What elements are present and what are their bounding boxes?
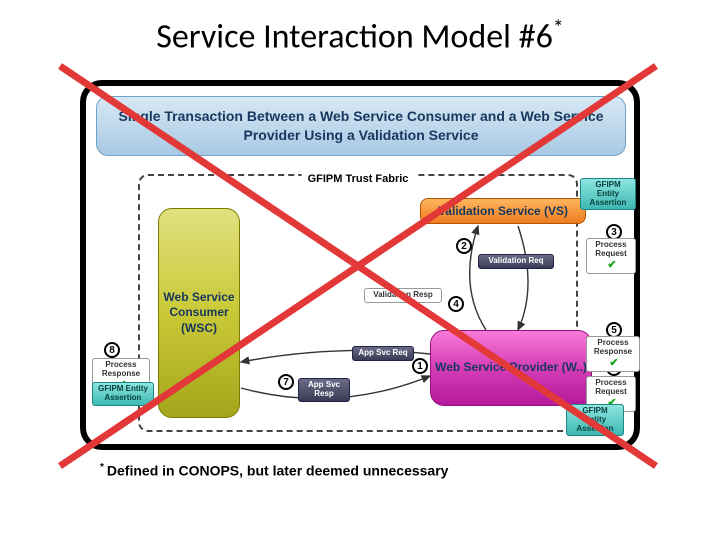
wsp-label: Web Service Provider (W..) <box>435 360 587 376</box>
tag-validation-req: Validation Req <box>478 254 554 269</box>
footnote-sup: * <box>100 462 104 473</box>
wsc-label: Web Service Consumer (WSC) <box>159 290 239 337</box>
num-4: 4 <box>448 296 464 312</box>
tag-app-svc-req: App Svc Req <box>352 346 414 361</box>
tag-validation-resp: Validation Resp <box>364 288 442 303</box>
tag-process-resp-r: Process Response✔ <box>586 336 640 372</box>
title-sup: * <box>553 14 564 41</box>
tag-gfipm-br: GFIPM Entity Assertion <box>566 404 624 436</box>
num-1: 1 <box>412 358 428 374</box>
vs-node: Validation Service (VS) <box>420 198 586 224</box>
vs-label: Validation Service (VS) <box>438 204 568 218</box>
num-8: 8 <box>104 342 120 358</box>
banner: Single Transaction Between a Web Service… <box>96 96 626 156</box>
wsc-node: Web Service Consumer (WSC) <box>158 208 240 418</box>
tag-app-svc-resp: App Svc Resp <box>298 378 350 402</box>
tag-gfipm-bl: GFIPM Entity Assertion <box>92 382 154 406</box>
wsp-node: Web Service Provider (W..) <box>430 330 592 406</box>
tag-process-req-r1: Process Request✔ <box>586 238 636 274</box>
num-7: 7 <box>278 374 294 390</box>
banner-text: Single Transaction Between a Web Service… <box>97 107 625 145</box>
diagram-frame: Single Transaction Between a Web Service… <box>80 80 640 450</box>
footnote-text: Defined in CONOPS, but later deemed unne… <box>107 463 449 479</box>
trust-fabric-label: GFIPM Trust Fabric <box>302 173 415 185</box>
title-text: Service Interaction Model #6 <box>156 16 553 57</box>
footnote: *Defined in CONOPS, but later deemed unn… <box>100 462 448 479</box>
slide-title: Service Interaction Model #6* <box>0 0 720 57</box>
tag-gfipm-tl: GFIPM Entity Assertion <box>580 178 636 210</box>
num-2: 2 <box>456 238 472 254</box>
